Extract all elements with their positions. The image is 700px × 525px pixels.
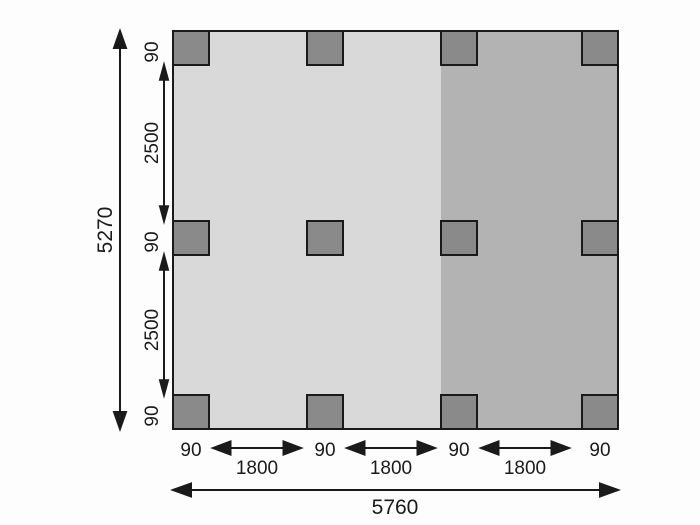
svg-text:5760: 5760 [372, 496, 419, 519]
svg-text:90: 90 [448, 440, 469, 461]
svg-text:5270: 5270 [94, 207, 117, 254]
svg-text:90: 90 [142, 231, 163, 252]
svg-text:90: 90 [314, 440, 335, 461]
svg-text:90: 90 [589, 440, 610, 461]
svg-text:90: 90 [180, 440, 201, 461]
svg-text:1800: 1800 [504, 458, 546, 479]
svg-text:2500: 2500 [142, 309, 163, 351]
svg-text:90: 90 [142, 405, 163, 426]
svg-text:2500: 2500 [142, 122, 163, 164]
svg-text:1800: 1800 [236, 458, 278, 479]
svg-text:90: 90 [142, 41, 163, 62]
svg-text:1800: 1800 [370, 458, 412, 479]
